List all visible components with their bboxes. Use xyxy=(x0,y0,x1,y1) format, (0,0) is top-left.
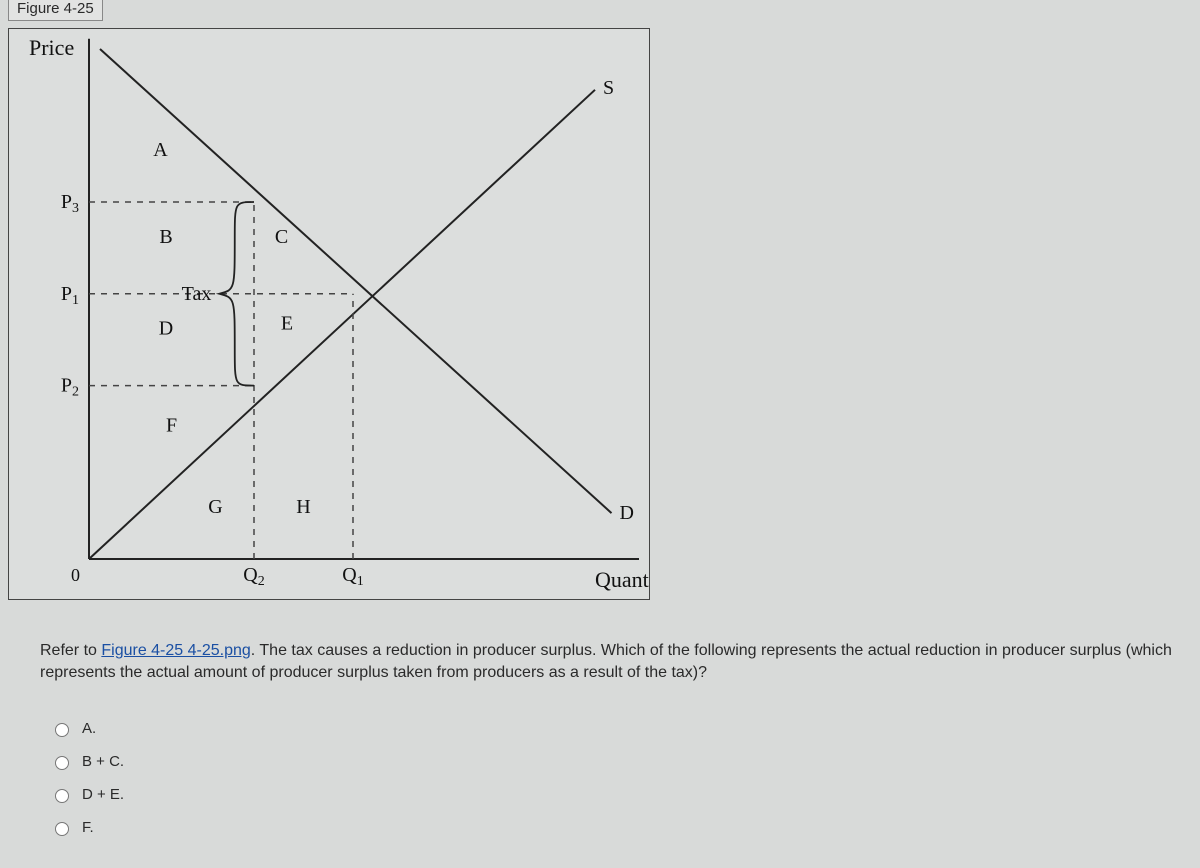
option-d-label: F. xyxy=(82,819,94,836)
option-c[interactable]: D + E. xyxy=(50,786,124,803)
radio-b[interactable] xyxy=(55,756,69,770)
svg-text:D: D xyxy=(620,502,634,524)
radio-d[interactable] xyxy=(55,822,69,836)
svg-text:B: B xyxy=(159,226,172,248)
svg-text:H: H xyxy=(296,496,310,518)
svg-text:Price: Price xyxy=(29,35,74,60)
answer-options: A. B + C. D + E. F. xyxy=(50,720,124,852)
figure-link[interactable]: Figure 4-25 4-25.png xyxy=(101,642,250,659)
svg-text:Tax: Tax xyxy=(182,283,212,305)
option-a-label: A. xyxy=(82,720,96,737)
svg-text:F: F xyxy=(166,415,177,437)
option-b-label: B + C. xyxy=(82,753,124,770)
supply-demand-graph: Price Quantity 0 S D P3 P1 P2 Q2 Q1 Tax A B C D E F G H xyxy=(9,29,649,599)
option-b[interactable]: B + C. xyxy=(50,753,124,770)
radio-a[interactable] xyxy=(55,723,69,737)
option-c-label: D + E. xyxy=(82,786,124,803)
option-a[interactable]: A. xyxy=(50,720,124,737)
question-text: Refer to Figure 4-25 4-25.png. The tax c… xyxy=(40,640,1200,685)
svg-text:P2: P2 xyxy=(61,375,79,400)
figure-label: Figure 4-25 xyxy=(8,0,103,21)
svg-text:G: G xyxy=(208,496,222,518)
svg-text:Q1: Q1 xyxy=(342,564,363,589)
svg-text:0: 0 xyxy=(71,565,80,585)
svg-text:E: E xyxy=(281,313,293,335)
graph-container: Price Quantity 0 S D P3 P1 P2 Q2 Q1 Tax A B C D E F G H xyxy=(8,28,650,600)
radio-c[interactable] xyxy=(55,789,69,803)
svg-text:Quantity: Quantity xyxy=(595,567,649,592)
svg-text:P3: P3 xyxy=(61,191,79,216)
svg-text:A: A xyxy=(153,139,168,161)
svg-text:Q2: Q2 xyxy=(243,564,264,589)
svg-text:C: C xyxy=(275,226,288,248)
svg-text:P1: P1 xyxy=(61,283,79,308)
svg-text:D: D xyxy=(159,318,173,340)
question-prefix: Refer to xyxy=(40,642,101,659)
svg-text:S: S xyxy=(603,77,614,99)
page: Figure 4-25 Price Quantity 0 S D P3 P1 P2 Q2 Q1 Ta… xyxy=(0,0,1200,868)
option-d[interactable]: F. xyxy=(50,819,124,836)
